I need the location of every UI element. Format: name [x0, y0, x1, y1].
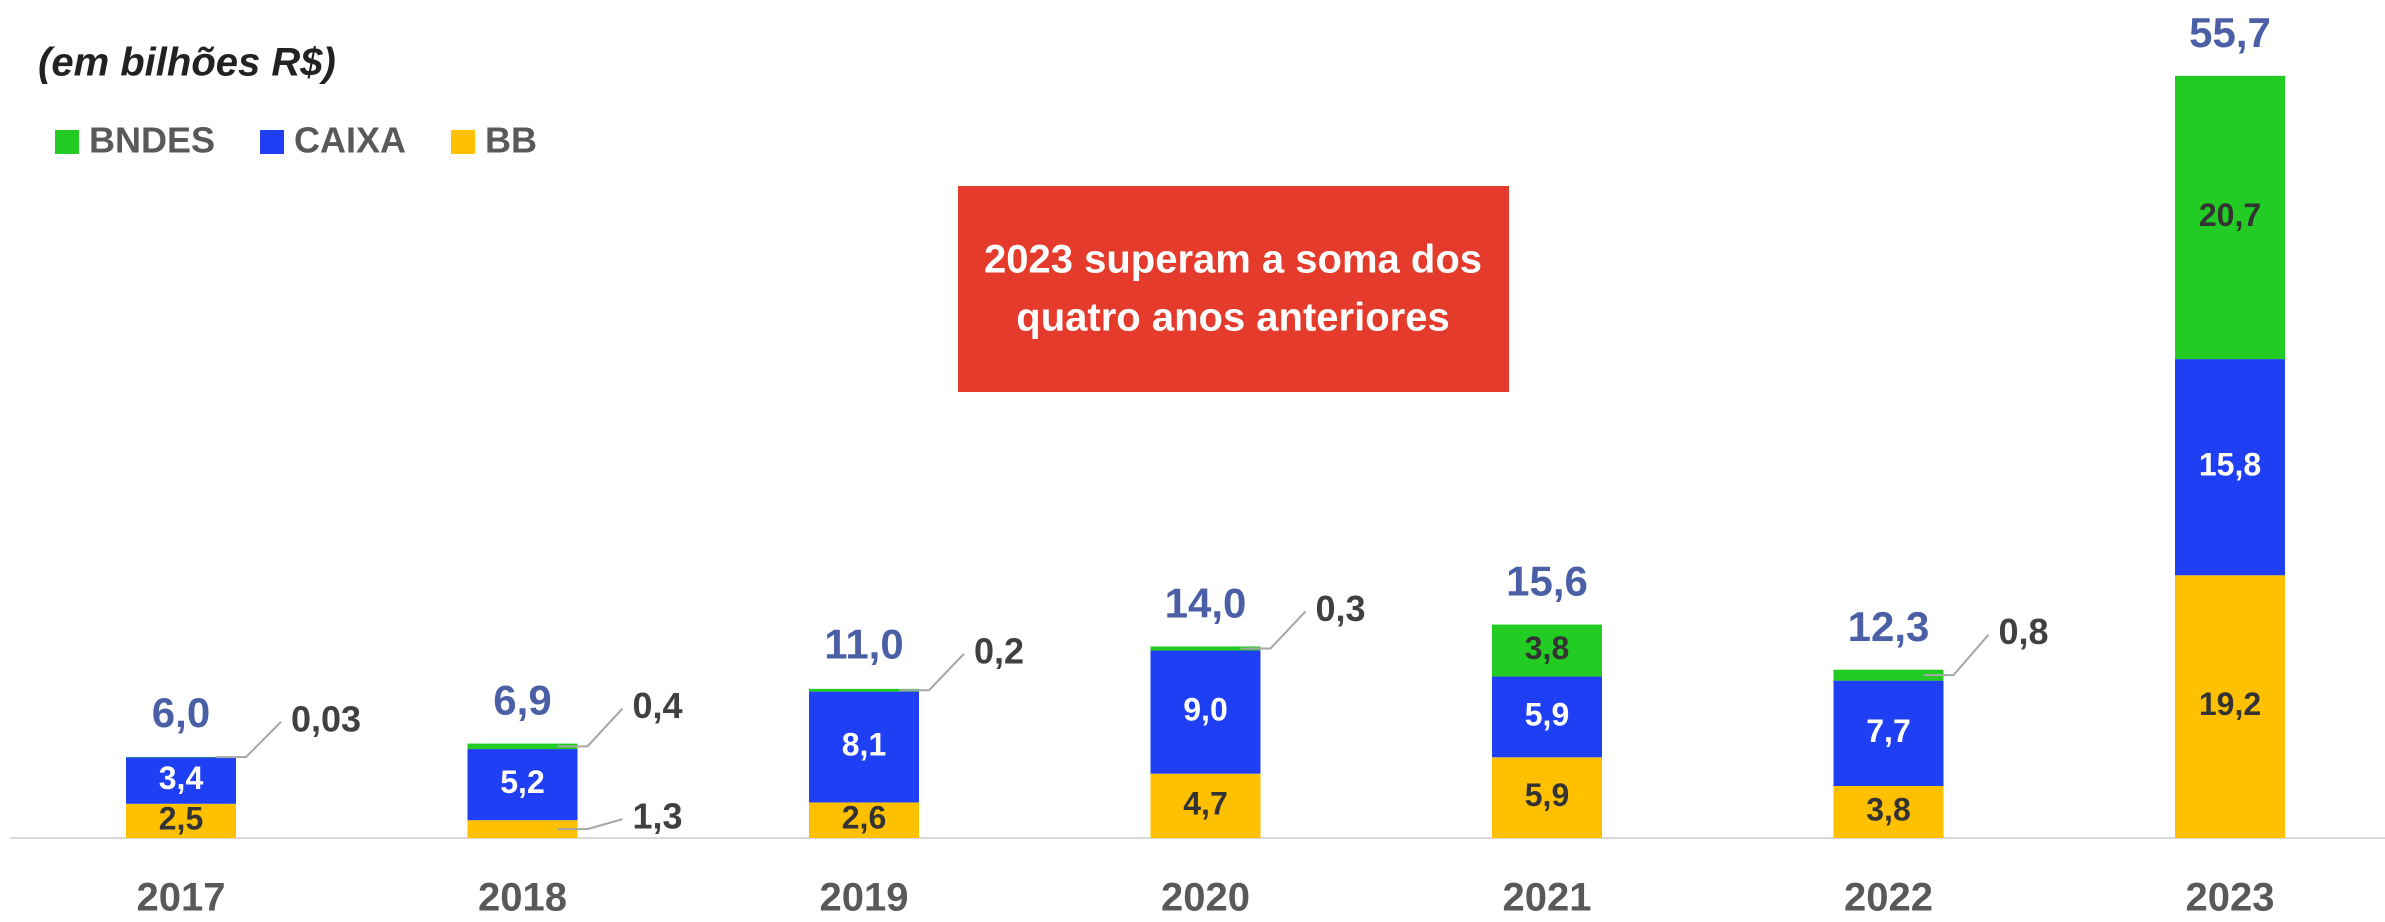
total-label: 12,3	[1848, 603, 1930, 650]
leader-line	[557, 707, 624, 748]
leader-line	[1923, 634, 1990, 677]
value-label: 5,9	[1525, 696, 1569, 732]
value-label: 19,2	[2199, 686, 2261, 722]
x-tick-label: 2021	[1503, 876, 1592, 920]
bar-segment	[809, 691, 919, 803]
bar-segment	[809, 802, 919, 838]
total-label: 15,6	[1506, 558, 1588, 605]
total-label: 11,0	[824, 621, 903, 668]
value-label: 1,3	[633, 796, 683, 837]
bar-segment	[467, 749, 578, 821]
total-label: 6,9	[493, 677, 551, 724]
value-label: 0,8	[1999, 611, 2049, 652]
bar-segment	[2175, 575, 2285, 838]
value-label: 3,8	[1866, 791, 1910, 827]
leader-line	[1240, 610, 1307, 650]
x-tick-label: 2019	[820, 876, 909, 920]
bar-segment	[2175, 75, 2285, 360]
x-tick-label: 2017	[137, 876, 226, 920]
bar-segment	[1492, 624, 1602, 677]
value-label: 8,1	[842, 726, 886, 762]
callout-box	[958, 186, 1509, 392]
legend-swatch	[451, 130, 476, 154]
legend-swatch	[55, 130, 79, 154]
bar-segment	[467, 743, 578, 750]
bar-segment	[126, 757, 236, 804]
value-label: 0,03	[291, 698, 361, 739]
bar-segment	[1833, 669, 1944, 681]
leader-line	[557, 818, 623, 831]
callout-text: 2023 superam a soma dos	[984, 238, 1482, 282]
legend-label: BNDES	[89, 120, 215, 161]
value-label: 3,8	[1525, 630, 1569, 666]
bar-segment	[809, 688, 919, 692]
value-label: 7,7	[1866, 713, 1910, 749]
legend-label: CAIXA	[294, 120, 406, 161]
value-label: 4,7	[1183, 785, 1227, 821]
legend-swatch	[260, 130, 285, 154]
x-tick-label: 2018	[478, 876, 567, 920]
total-label: 14,0	[1165, 580, 1247, 627]
bar-segment	[1492, 676, 1602, 758]
bar-segment	[2175, 359, 2285, 576]
value-label: 9,0	[1183, 692, 1227, 728]
bar-segment	[1833, 680, 1944, 787]
leader-line	[899, 653, 965, 692]
bar-segment	[1150, 773, 1261, 838]
value-label: 20,7	[2199, 197, 2261, 233]
legend-label: BB	[485, 120, 537, 161]
callout-text: quatro anos anteriores	[1016, 296, 1449, 340]
value-label: 5,2	[500, 764, 544, 800]
x-tick-label: 2020	[1161, 876, 1250, 920]
value-label: 3,4	[159, 760, 204, 796]
bar-segment	[1150, 646, 1261, 651]
total-label: 55,7	[2189, 9, 2271, 56]
value-label: 2,5	[159, 800, 203, 836]
subtitle: (em bilhões R$)	[38, 41, 336, 85]
bar-segment	[467, 820, 578, 838]
bar-segment	[1150, 650, 1261, 774]
bar-segment	[1492, 757, 1602, 838]
bar-segment	[1833, 786, 1944, 838]
value-label: 5,9	[1525, 777, 1569, 813]
leader-line	[216, 721, 282, 759]
x-tick-label: 2022	[1844, 876, 1933, 920]
x-tick-label: 2023	[2186, 876, 2275, 920]
value-label: 0,2	[974, 630, 1024, 671]
value-label: 2,6	[842, 800, 886, 836]
value-label: 15,8	[2199, 447, 2261, 483]
bar-segment	[126, 803, 236, 838]
value-label: 0,3	[1316, 588, 1366, 629]
value-label: 0,4	[633, 685, 683, 726]
total-label: 6,0	[152, 689, 210, 736]
